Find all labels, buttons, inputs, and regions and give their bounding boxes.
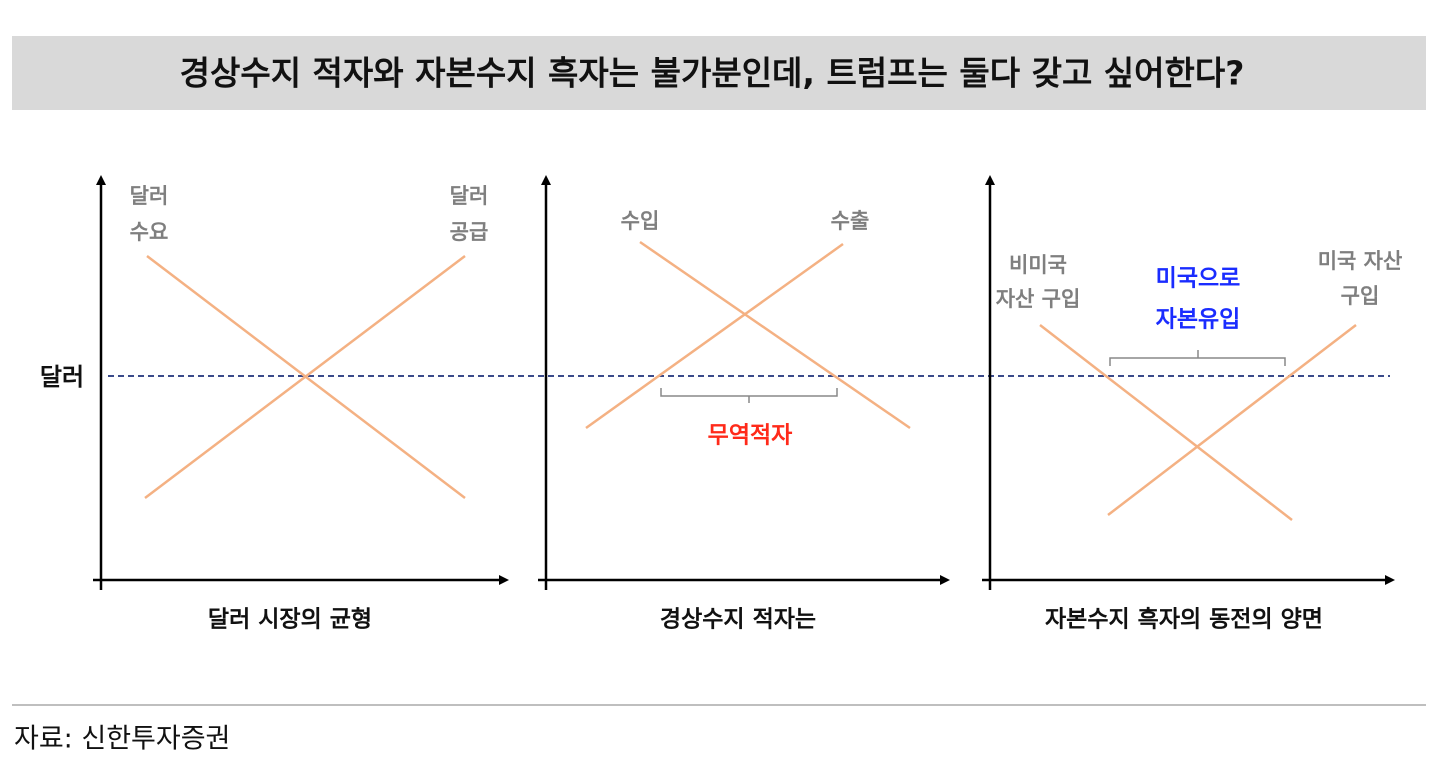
curve-label: 달러 [450,184,489,208]
annotation: 자본유입 [1156,307,1241,333]
supply-curve [144,255,466,499]
bracket [1109,350,1286,366]
curve-label: 달러 [130,184,169,208]
import-curve [639,240,911,430]
curve-label: 자산 구입 [996,287,1081,311]
panel-caption: 자본수지 흑자의 동전의 양면 [1045,607,1323,633]
us-asset-curve [1107,324,1357,516]
nonus-asset-curve [1039,324,1293,521]
curve-label: 비미국 [1009,253,1067,277]
annotation: 무역적자 [708,423,793,449]
y-axis-label: 달러 [40,363,84,391]
title: 경상수지 적자와 자본수지 흑자는 불가분인데, 트럼프는 둘다 갖고 싶어한다… [180,54,1245,93]
annotation: 미국으로 [1156,266,1241,292]
panel-caption: 경상수지 적자는 [660,607,816,633]
curve-label: 공급 [450,220,489,244]
bracket [660,388,838,403]
curve-label: 미국 자산 [1318,249,1403,273]
curve-label: 수요 [130,220,169,244]
source: 자료: 신한투자증권 [14,724,230,755]
export-curve [585,242,844,430]
title-bar [12,36,1426,110]
curve-label: 수입 [621,209,660,233]
curve-label: 구입 [1341,284,1380,308]
panel-caption: 달러 시장의 균형 [208,607,372,633]
curve-label: 수출 [831,209,870,233]
